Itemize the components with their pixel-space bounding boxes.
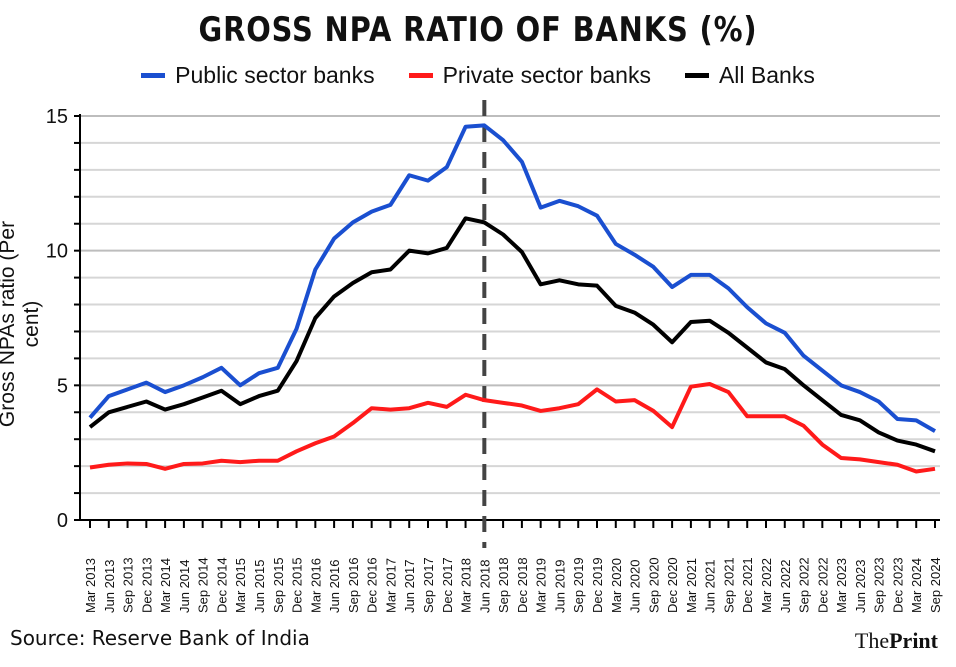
x-tick-label: Sep 2022 [797, 557, 812, 613]
x-tick-label: Jun 2015 [252, 560, 267, 614]
x-tick-label: Jun 2014 [177, 560, 192, 614]
x-tick-label: Mar 2021 [684, 558, 699, 613]
x-tick-label: Jun 2018 [477, 560, 492, 614]
x-tick-label: Mar 2014 [158, 558, 173, 613]
x-tick-label: Dec 2017 [440, 557, 455, 613]
x-tick-label: Dec 2018 [515, 557, 530, 613]
legend-item-private: Private sector banks [408, 62, 651, 89]
legend-item-public: Public sector banks [141, 62, 375, 89]
y-tick-label: 5 [57, 375, 68, 397]
legend-swatch-private [408, 73, 433, 78]
x-tick-label: Dec 2015 [290, 557, 305, 613]
theprint-logo: ThePrint [855, 628, 938, 654]
x-tick-label: Dec 2016 [365, 557, 380, 613]
x-tick-label: Jun 2017 [402, 560, 417, 614]
x-tick-label: Dec 2023 [890, 557, 905, 613]
x-tick-label: Sep 2020 [646, 557, 661, 613]
x-tick-label: Mar 2013 [83, 558, 98, 613]
series-points-all [89, 218, 936, 452]
legend: Public sector banks Private sector banks… [0, 62, 956, 89]
legend-item-all: All Banks [684, 62, 815, 89]
x-tick-label: Mar 2019 [534, 558, 549, 613]
legend-label-public: Public sector banks [175, 62, 375, 88]
x-tick-label: Dec 2014 [214, 557, 229, 613]
x-tick-label: Jun 2021 [703, 560, 718, 614]
y-tick-label: 15 [46, 106, 68, 128]
x-tick-label: Sep 2014 [196, 557, 211, 613]
x-tick-label: Jun 2013 [102, 560, 117, 614]
x-tick-label: Sep 2023 [872, 557, 887, 613]
x-tick-label: Mar 2018 [459, 558, 474, 613]
series-line-private [89, 381, 936, 474]
x-tick-label: Jun 2016 [327, 560, 342, 614]
x-tick-label: Sep 2015 [271, 557, 286, 613]
x-tick-label: Mar 2023 [834, 558, 849, 613]
x-tick-label: Sep 2021 [721, 557, 736, 613]
chart-title: GROSS NPA RATIO OF BANKS (%) [198, 10, 758, 50]
x-tick-label: Jun 2020 [628, 560, 643, 614]
logo-print: Print [889, 628, 938, 653]
y-tick-label: 0 [57, 510, 68, 532]
x-tick-label: Jun 2023 [853, 560, 868, 614]
legend-swatch-public [141, 73, 166, 78]
x-tick-label: Sep 2024 [928, 557, 943, 613]
source-note: Source: Reserve Bank of India [10, 626, 310, 650]
x-tick-label: Mar 2022 [759, 558, 774, 613]
x-tick-label: Sep 2017 [421, 557, 436, 613]
x-tick-label: Mar 2024 [909, 558, 924, 613]
x-tick-label: Mar 2017 [383, 558, 398, 613]
x-tick-label: Dec 2021 [740, 557, 755, 613]
series-line-public [88, 123, 936, 433]
series-points-private [89, 383, 936, 472]
legend-label-all: All Banks [718, 62, 815, 88]
series-line-all [88, 216, 936, 454]
x-tick-label: Mar 2015 [233, 558, 248, 613]
x-tick-label: Dec 2013 [139, 557, 154, 613]
x-tick-label: Dec 2019 [590, 557, 605, 613]
y-tick-label: 10 [46, 241, 68, 263]
x-tick-label: Sep 2019 [571, 557, 586, 613]
x-tick-label: Mar 2016 [308, 558, 323, 613]
x-tick-label: Jun 2019 [552, 560, 567, 614]
x-tick-label: Mar 2020 [609, 558, 624, 613]
x-tick-label: Dec 2022 [815, 557, 830, 613]
x-tick-label: Sep 2016 [346, 557, 361, 613]
logo-the: The [854, 628, 890, 653]
x-tick-label: Sep 2018 [496, 557, 511, 613]
x-tick-label: Dec 2020 [665, 557, 680, 613]
series-points-public [89, 125, 936, 432]
x-tick-label: Sep 2013 [121, 557, 136, 613]
legend-swatch-all [684, 73, 709, 78]
legend-label-private: Private sector banks [442, 62, 651, 88]
x-tick-label: Jun 2022 [778, 560, 793, 614]
